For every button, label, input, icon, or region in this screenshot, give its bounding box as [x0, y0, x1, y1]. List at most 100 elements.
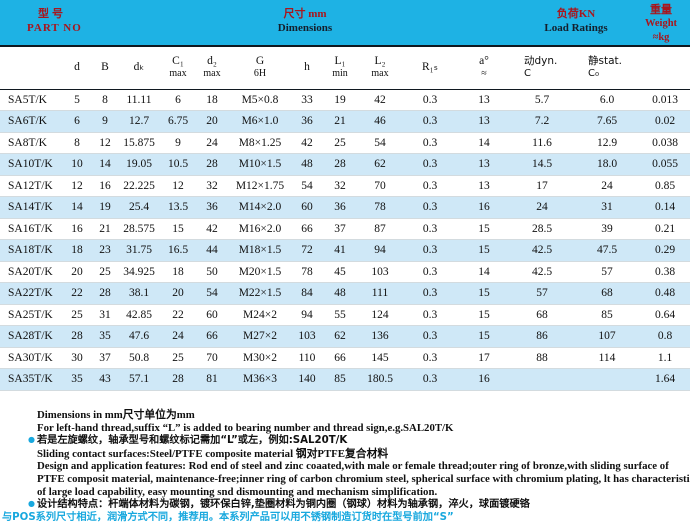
value-cell: 24 — [536, 201, 548, 214]
value-cell: 50 — [206, 265, 218, 278]
value-cell: 0.3 — [422, 308, 438, 321]
value-cell: M12×1.75 — [235, 179, 285, 192]
table-row: SA5T/K 5 8 11.11 6 18 M5×0.8 33 19 42 0.3 13 5.7 6.0 0… — [0, 89, 690, 111]
value-cell: 72 — [301, 244, 313, 257]
table-row: SA25T/K 25 31 42.85 22 60 M24×2 94 55 124 0.3 15 68 8… — [0, 304, 690, 326]
value-cell: 0.21 — [654, 222, 676, 235]
value-cell: 12 — [172, 179, 184, 192]
col-header-a: a° ≈ — [479, 55, 489, 80]
value-cell: 25 — [99, 265, 111, 278]
value-cell: 46 — [374, 115, 386, 128]
col-header-stat-c0: 静stat. C₀ — [588, 55, 622, 80]
value-cell: 28.575 — [123, 222, 155, 235]
value-cell: 31.75 — [126, 244, 152, 257]
value-cell: 25 — [172, 351, 184, 364]
value-cell: 44 — [206, 244, 218, 257]
value-cell: 0.3 — [422, 244, 438, 257]
weight-label-en: Weight — [644, 18, 678, 29]
value-cell: 12.9 — [596, 136, 618, 149]
part-no-cell: SA35T/K — [8, 373, 53, 386]
value-cell: 18 — [206, 93, 218, 106]
value-cell: 14 — [478, 136, 490, 149]
value-cell: 66 — [206, 330, 218, 343]
note-text: Design and application features: Rod end… — [37, 460, 669, 473]
table-row: SA10T/K 10 14 19.05 10.5 28 M10×1.5 48 28 62 0.3 13… — [0, 153, 690, 175]
value-cell: 16 — [478, 373, 490, 386]
part-no-label-en: PART NO — [27, 22, 82, 34]
value-cell: 84 — [301, 287, 313, 300]
value-cell: 68 — [601, 287, 613, 300]
value-cell: 0.02 — [654, 115, 676, 128]
value-cell: 31 — [601, 201, 613, 214]
weight-label-zh: 重量 — [650, 4, 672, 16]
value-cell — [510, 369, 574, 391]
value-cell: M6×1.0 — [241, 115, 279, 128]
note-text: PTFE composit material, maintenance-free… — [37, 472, 690, 485]
value-cell: 21 — [99, 222, 111, 235]
part-no-cell: SA6T/K — [8, 115, 47, 128]
value-cell: 48 — [334, 287, 346, 300]
value-cell: 20 — [172, 287, 184, 300]
value-cell: 0.3 — [422, 265, 438, 278]
value-cell: 41 — [334, 244, 346, 257]
value-cell: 0.3 — [422, 201, 438, 214]
value-cell: 0.3 — [422, 373, 438, 386]
note-line: of large load capability, easy mounting … — [0, 486, 690, 499]
value-cell: 12.7 — [128, 115, 150, 128]
col-header-dk: dₖ — [133, 61, 145, 74]
value-cell: 60 — [301, 201, 313, 214]
value-cell: 60 — [206, 308, 218, 321]
value-cell: 62 — [374, 158, 386, 171]
value-cell: 66 — [301, 222, 313, 235]
value-cell: 39 — [601, 222, 613, 235]
part-no-cell: SA12T/K — [8, 179, 53, 192]
value-cell: 45 — [334, 265, 346, 278]
value-cell: 6 — [175, 93, 181, 106]
value-cell: 19.05 — [126, 158, 152, 171]
value-cell: 19 — [334, 93, 346, 106]
value-cell: 5.7 — [534, 93, 550, 106]
value-cell: 42 — [374, 93, 386, 106]
value-cell: 94 — [374, 244, 386, 257]
value-cell — [574, 369, 640, 391]
value-cell: 0.38 — [654, 265, 676, 278]
note-line: ● 若是左旋螺纹，轴承型号和螺纹标记需加“L”或左，例如:SAL20T/K — [0, 434, 690, 448]
table-row: SA16T/K 16 21 28.575 15 42 M16×2.0 66 37 87 0.3 15 2… — [0, 218, 690, 240]
value-cell: 22.225 — [123, 179, 155, 192]
value-cell: 12 — [71, 179, 83, 192]
value-cell: 140 — [298, 373, 316, 386]
col-header-r1s: R₁ₛ — [422, 61, 438, 74]
value-cell: M18×1.5 — [238, 244, 282, 257]
value-cell: 14.5 — [531, 158, 553, 171]
value-cell: M22×1.5 — [238, 287, 282, 300]
value-cell: 28 — [99, 287, 111, 300]
part-no-cell: SA20T/K — [8, 265, 53, 278]
value-cell: M36×3 — [243, 373, 277, 386]
value-cell: 16 — [99, 179, 111, 192]
note-text: 设计结构特点：杆端体材料为碳钢，镀环保白锌,垫圈材料为铜内圈（钢球）材料为轴承钢… — [36, 499, 530, 511]
value-cell: 15 — [478, 330, 490, 343]
value-cell: 54 — [374, 136, 386, 149]
value-cell: 7.65 — [596, 115, 618, 128]
value-cell: 124 — [371, 308, 389, 321]
spec-table-body: SA5T/K 5 8 11.11 6 18 M5×0.8 33 19 42 0.3 13 5.7 6.0 0… — [0, 89, 690, 390]
value-cell: 28 — [334, 158, 346, 171]
note-text: Sliding contact surfaces:Steel/PTFE comp… — [37, 447, 389, 460]
value-cell: 0.3 — [422, 93, 438, 106]
value-cell: 68 — [536, 308, 548, 321]
value-cell: 81 — [206, 373, 218, 386]
part-no-cell: SA5T/K — [8, 93, 47, 106]
value-cell: 20 — [71, 265, 83, 278]
part-no-cell: SA8T/K — [8, 136, 47, 149]
value-cell: 6.0 — [599, 93, 615, 106]
value-cell: 70 — [374, 179, 386, 192]
value-cell: 32 — [334, 179, 346, 192]
value-cell: 37 — [334, 222, 346, 235]
value-cell: M16×2.0 — [238, 222, 282, 235]
value-cell: 18 — [71, 244, 83, 257]
value-cell: 19 — [99, 201, 111, 214]
value-cell: 9 — [102, 115, 108, 128]
value-cell: 18.0 — [596, 158, 618, 171]
